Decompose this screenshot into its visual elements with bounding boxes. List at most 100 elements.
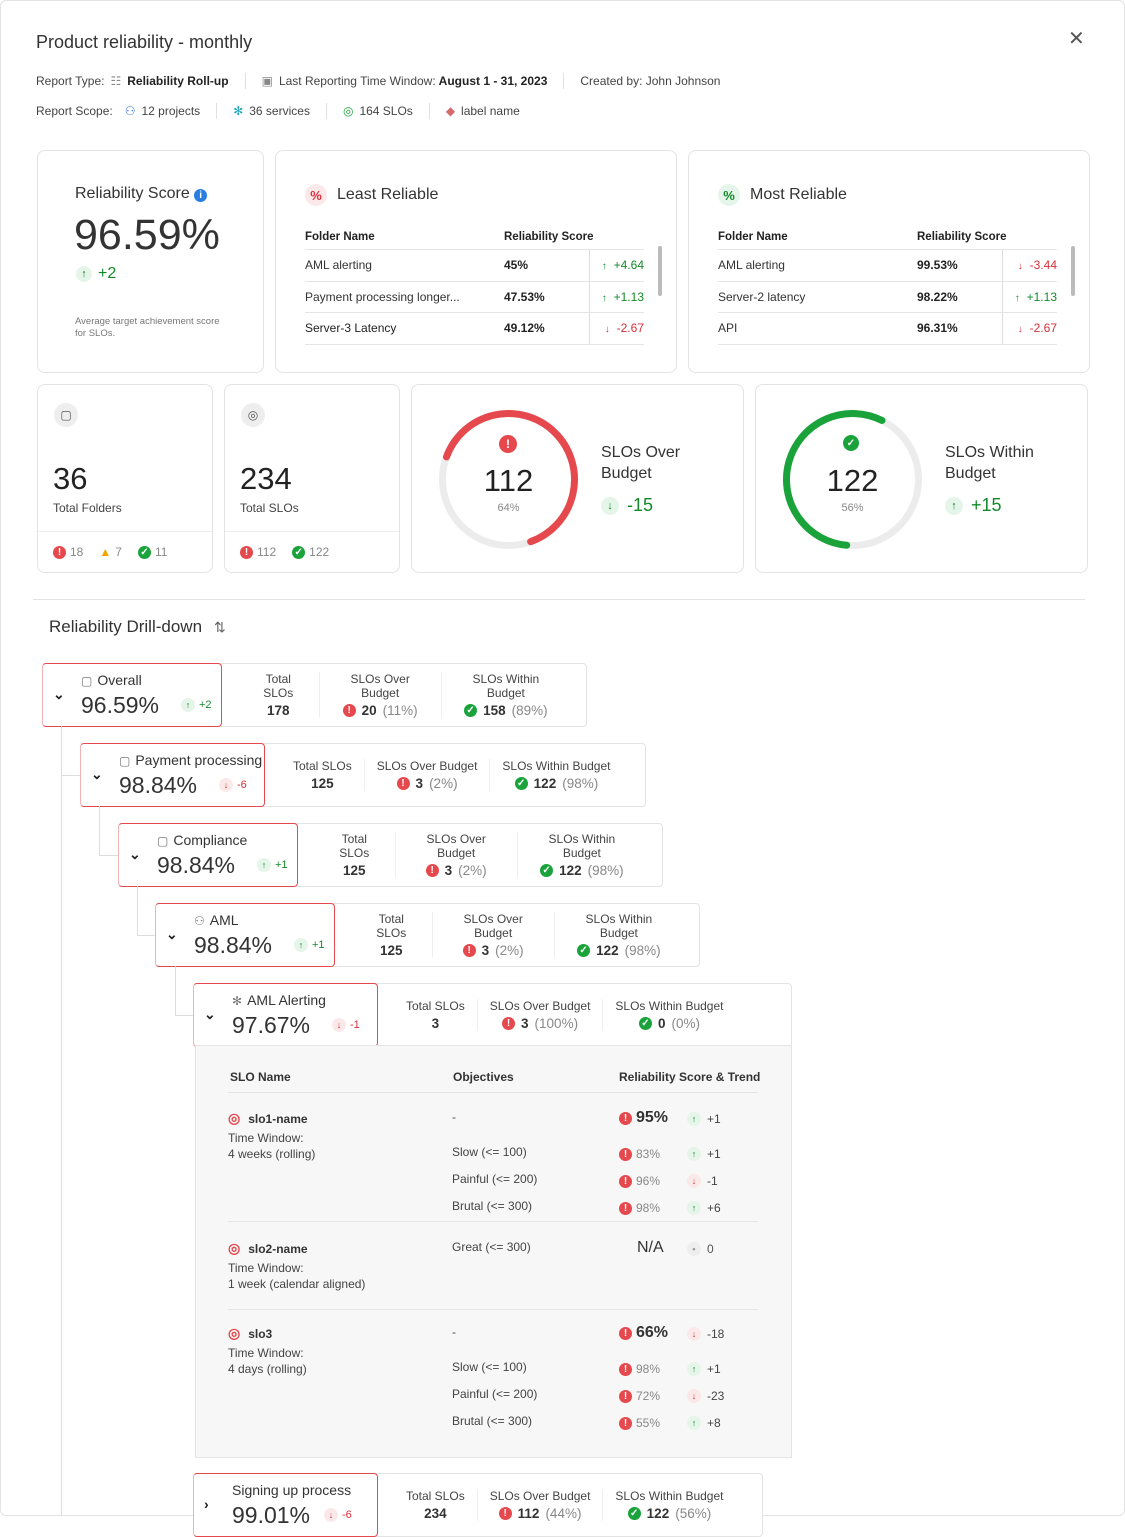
check-icon: ✓ — [292, 545, 306, 559]
stat-label: SLOs Over Budget — [489, 999, 591, 1013]
scrollbar[interactable] — [1071, 246, 1075, 296]
stat-within-budget: SLOs Within Budget ✓ 122 (98%) — [489, 759, 622, 791]
most-reliable-card: % Most Reliable Folder Name Reliability Sc… — [688, 150, 1090, 373]
drilldown-row[interactable]: ⌄ ✻ AML Alerting 97.67% ↓ -1 Total SLOs 3 SLOs O… — [193, 983, 792, 1047]
check-icon: ✓ — [627, 1507, 641, 1520]
stat-within-budget: SLOs Within Budget ✓ 122 (98%) — [553, 912, 683, 958]
col-score: Reliability Score — [504, 225, 644, 250]
drilldown-row[interactable]: › Signing up process 99.01% ↓ -6 Total SLOs 23… — [193, 1473, 763, 1537]
trend: ↑ +1.13 — [1001, 281, 1057, 313]
chevron-down-icon[interactable]: ⌄ — [91, 766, 103, 782]
drilldown-row[interactable]: ⌄ ▢ Payment processing 98.84% ↓ -6 Total SLOs 1… — [80, 743, 646, 807]
row-trend: ↑ +1 — [294, 938, 325, 952]
drilldown-row[interactable]: ⌄ ▢ Overall 96.59% ↑ +2 Total SLOs 178 SLOs Over… — [42, 663, 587, 727]
trend: ↓ -2.67 — [588, 312, 644, 345]
error-icon: ! — [425, 864, 439, 877]
tree-line — [137, 935, 155, 936]
drilldown-row-header[interactable]: ⌄ ▢ Overall 96.59% ↑ +2 — [42, 663, 222, 727]
objective-name: - — [452, 1325, 456, 1339]
service-icon: ✻ — [232, 994, 243, 1008]
objective-score: ! 95% — [619, 1109, 668, 1127]
tree-line — [61, 726, 62, 1516]
arrow-down-icon: ↓ — [332, 1018, 346, 1032]
chevron-down-icon[interactable]: ⌄ — [129, 846, 141, 862]
drilldown-row-header[interactable]: ⌄ ▢ Payment processing 98.84% ↓ -6 — [80, 743, 265, 807]
arrow-up-icon: ↑ — [687, 1362, 701, 1376]
scrollbar[interactable] — [658, 246, 662, 296]
slo-col-header: Objectives — [453, 1070, 514, 1084]
table-row[interactable]: Payment processing longer... 47.53% ↑ +1.1… — [305, 281, 644, 313]
total-slos-card: ◎ 234 Total SLOs ! 112 ✓ 122 — [224, 384, 400, 573]
error-icon: ! — [619, 1362, 632, 1376]
drilldown-row-header[interactable]: ⌄ ⚇ AML 98.84% ↑ +1 — [155, 903, 335, 967]
objective-trend: ↑ +1 — [687, 1112, 721, 1126]
table-row[interactable]: AML alerting 99.53% ↓ -3.44 — [718, 249, 1057, 282]
drilldown-row[interactable]: ⌄ ▢ Compliance 98.84% ↑ +1 Total SLOs 125 SLOs O… — [118, 823, 663, 887]
row-stats: Total SLOs 178 SLOs Over Budget! 20 (11%) SL… — [222, 664, 586, 726]
stat-value: 178 — [267, 703, 290, 718]
drilldown-row[interactable]: ⌄ ⚇ AML 98.84% ↑ +1 Total SLOs 125 SLOs Over Bud… — [155, 903, 700, 967]
info-icon[interactable]: i — [194, 189, 208, 202]
row-score: 97.67% — [232, 1012, 311, 1038]
error-icon: ! — [498, 1507, 512, 1520]
arrow-down-icon: ↓ — [687, 1174, 701, 1188]
row-score: 98.84% — [157, 852, 236, 878]
tree-line — [137, 886, 138, 935]
drilldown-row-header[interactable]: ⌄ ▢ Compliance 98.84% ↑ +1 — [118, 823, 298, 887]
chevron-right-icon[interactable]: › — [204, 1496, 209, 1512]
stat-label: SLOs Within Budget — [548, 832, 616, 860]
stat-value: ! 112 (44%) — [490, 1506, 591, 1521]
error-icon: ! — [619, 1174, 632, 1188]
stat-total-slos: Total SLOs 234 — [394, 1489, 477, 1521]
gauge-fill — [442, 410, 578, 546]
stat-label: Total SLOs — [406, 1489, 465, 1503]
folder-icon: ▢ — [81, 674, 93, 688]
chevron-down-icon[interactable]: ⌄ — [53, 686, 65, 702]
folder-name: Payment processing longer... — [305, 281, 504, 313]
report-scope: Report Scope: ⚇ 12 projects ✻ 36 service… — [36, 103, 520, 119]
scope-label-name: label name — [461, 104, 520, 118]
row-name: ✻ AML Alerting — [232, 992, 326, 1008]
slos-within-budget-card: ✓ 122 56% SLOs Within Budget ↑ +15 — [755, 384, 1088, 573]
project-icon: ⚇ — [194, 914, 205, 928]
over-title: SLOs Over Budget — [601, 444, 681, 482]
stat-label: SLOs Within Budget — [585, 912, 653, 940]
stat-value: 234 — [424, 1506, 447, 1521]
error-icon: ! — [396, 777, 410, 790]
row-name: ⚇ AML — [194, 912, 239, 928]
folders-value: 36 — [53, 461, 88, 496]
tree-line — [99, 806, 100, 855]
report-meta: Report Type: ☷ Reliability Roll-up ▣ Las… — [36, 73, 720, 89]
slo-name[interactable]: ◎ slo2-name — [228, 1240, 308, 1256]
services-icon: ✻ — [233, 104, 244, 118]
error-icon: ! — [619, 1326, 632, 1340]
stat-value: 125 — [343, 863, 366, 878]
table-row[interactable]: Server-2 latency 98.22% ↑ +1.13 — [718, 281, 1057, 313]
table-row[interactable]: Server-3 Latency 49.12% ↓ -2.67 — [305, 312, 644, 345]
gauge-fill — [783, 410, 886, 549]
arrow-up-icon: ↑ — [76, 266, 92, 282]
folder-icon: ▢ — [157, 834, 169, 848]
stat-within-budget: SLOs Within Budget ✓ 122 (56%) — [602, 1489, 735, 1521]
slos-label: Total SLOs — [240, 501, 299, 515]
drilldown-row-header[interactable]: ⌄ ✻ AML Alerting 97.67% ↓ -1 — [193, 983, 378, 1047]
table-row[interactable]: AML alerting 45% ↑ +4.64 — [305, 249, 644, 282]
sort-icon[interactable]: ⇅ — [214, 618, 226, 635]
table-row[interactable]: API 96.31% ↓ -2.67 — [718, 312, 1057, 345]
stat-over-budget: SLOs Over Budget ! 112 (44%) — [476, 1489, 603, 1521]
most-title: Most Reliable — [750, 186, 847, 203]
close-icon[interactable]: ✕ — [1068, 28, 1085, 50]
drilldown-row-header[interactable]: › Signing up process 99.01% ↓ -6 — [193, 1473, 378, 1537]
slo-name[interactable]: ◎ slo3 — [228, 1325, 273, 1341]
stat-value: ✓ 122 (98%) — [530, 863, 634, 878]
objective-name: Painful (<= 200) — [452, 1172, 538, 1186]
stat-value: ✓ 0 (0%) — [615, 1016, 723, 1031]
objective-trend: ↓ -23 — [687, 1389, 724, 1403]
chevron-down-icon[interactable]: ⌄ — [166, 926, 178, 942]
chevron-down-icon[interactable]: ⌄ — [204, 1006, 216, 1022]
slo-name[interactable]: ◎ slo1-name — [228, 1110, 308, 1126]
reliability-score-card: Reliability Score i 96.59% ↑ +2 Average t… — [37, 150, 264, 373]
most-table: Folder Name Reliability Score AML alerting… — [718, 225, 1057, 345]
stat-value: ! 3 (2%) — [445, 943, 542, 958]
trend: ↑ +1.13 — [588, 281, 644, 313]
